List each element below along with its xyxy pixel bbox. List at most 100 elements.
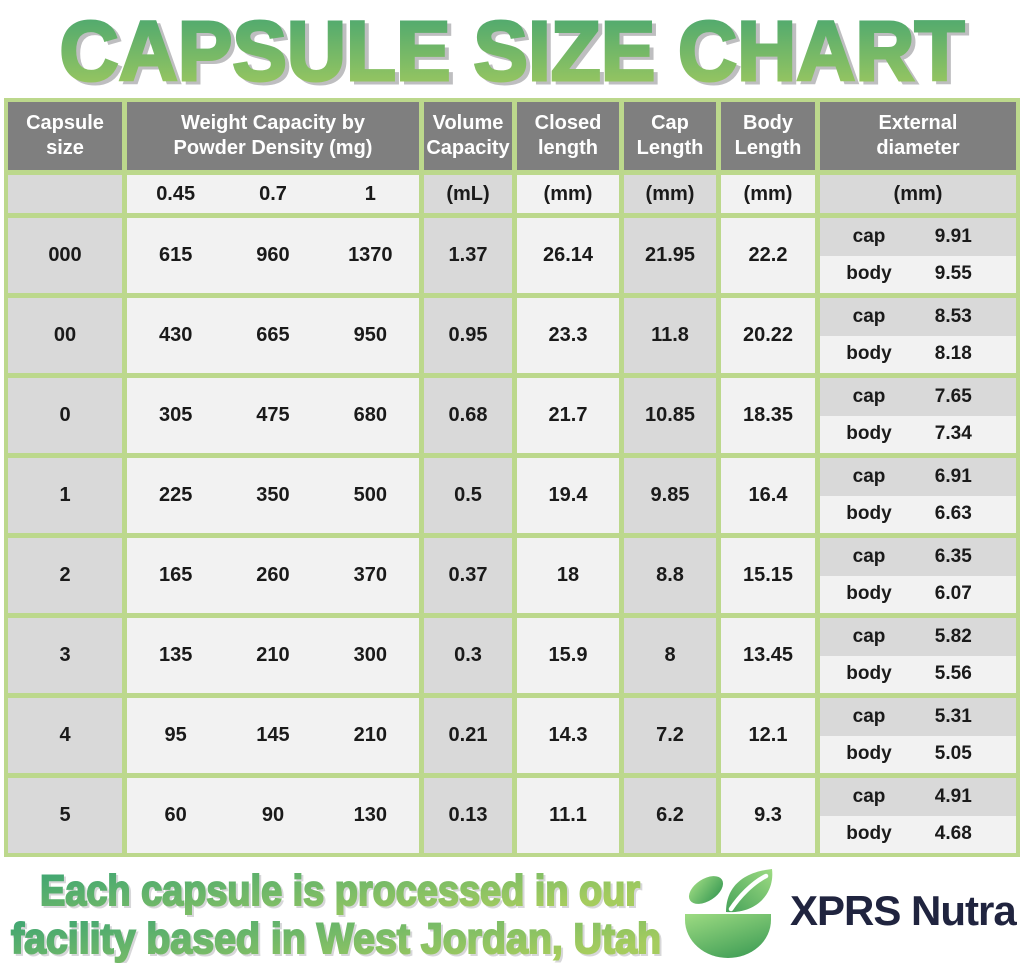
cell-cap-length: 11.8 xyxy=(624,298,716,373)
external-cap-label: cap xyxy=(852,625,886,647)
external-cap-label: cap xyxy=(852,305,886,327)
cell-weight-capacity: 615 960 1370 xyxy=(127,218,419,293)
cell-closed-length: 11.1 xyxy=(517,778,619,853)
units-body-length: (mm) xyxy=(721,175,815,213)
cell-closed-length: 21.7 xyxy=(517,378,619,453)
cell-cap-length: 9.85 xyxy=(624,458,716,533)
weight-value-07: 145 xyxy=(256,724,290,746)
external-cap-row: cap 6.35 xyxy=(820,538,1016,576)
external-body-value: 7.34 xyxy=(934,423,972,445)
cell-weight-capacity: 225 350 500 xyxy=(127,458,419,533)
cell-external-diameter: cap 9.91 body 9.55 xyxy=(820,218,1016,293)
cell-capsule-size: 0 xyxy=(8,378,122,453)
header-cap-line1: Cap xyxy=(651,112,689,134)
cell-external-diameter: cap 6.91 body 6.63 xyxy=(820,458,1016,533)
external-cap-row: cap 5.31 xyxy=(820,698,1016,736)
cell-weight-capacity: 305 475 680 xyxy=(127,378,419,453)
header-volume-line2: Capacity xyxy=(426,137,510,159)
cell-capsule-size: 000 xyxy=(8,218,122,293)
external-cap-row: cap 7.65 xyxy=(820,378,1016,416)
external-body-value: 5.56 xyxy=(934,663,972,685)
external-body-value: 6.63 xyxy=(934,503,972,525)
external-cap-label: cap xyxy=(852,785,886,807)
external-body-label: body xyxy=(846,823,892,845)
external-cap-row: cap 4.91 xyxy=(820,778,1016,816)
weight-value-045: 95 xyxy=(164,724,187,746)
cell-weight-capacity: 165 260 370 xyxy=(127,538,419,613)
external-cap-value: 8.53 xyxy=(934,305,972,327)
header-body-line1: Body xyxy=(743,112,793,134)
header-cap-length: Cap Length xyxy=(624,102,716,170)
units-density-07: 0.7 xyxy=(259,182,287,205)
units-closed-length: (mm) xyxy=(517,175,619,213)
external-body-label: body xyxy=(846,423,892,445)
header-weight-capacity: Weight Capacity by Powder Density (mg) xyxy=(127,102,419,170)
weight-value-045: 305 xyxy=(158,404,193,426)
weight-value-1: 300 xyxy=(353,644,387,666)
cell-weight-capacity: 430 665 950 xyxy=(127,298,419,373)
external-cap-row: cap 8.53 xyxy=(820,298,1016,336)
tagline-line1: Each capsule is processed in our xyxy=(40,867,640,915)
cell-cap-length: 6.2 xyxy=(624,778,716,853)
cell-body-length: 12.1 xyxy=(721,698,815,773)
mortar-leaf-icon xyxy=(685,869,773,958)
cell-closed-length: 15.9 xyxy=(517,618,619,693)
cell-capsule-size: 2 xyxy=(8,538,122,613)
external-body-row: body 5.56 xyxy=(820,655,1016,693)
tagline-line2: facility based in West Jordan, Utah xyxy=(11,915,661,963)
units-cap-length: (mm) xyxy=(624,175,716,213)
external-cap-label: cap xyxy=(852,545,886,567)
external-body-label: body xyxy=(846,583,892,605)
title-text: CAPSULE SIZE CHART xyxy=(60,4,965,96)
cell-cap-length: 7.2 xyxy=(624,698,716,773)
weight-value-07: 210 xyxy=(256,644,290,666)
cell-closed-length: 23.3 xyxy=(517,298,619,373)
cell-volume-capacity: 0.95 xyxy=(424,298,512,373)
external-cap-label: cap xyxy=(852,465,886,487)
cell-cap-length: 21.95 xyxy=(624,218,716,293)
cell-external-diameter: cap 8.53 body 8.18 xyxy=(820,298,1016,373)
external-cap-value: 6.91 xyxy=(934,465,972,487)
external-body-row: body 5.05 xyxy=(820,735,1016,773)
cell-external-diameter: cap 6.35 body 6.07 xyxy=(820,538,1016,613)
header-external-line2: diameter xyxy=(876,137,960,159)
external-cap-label: cap xyxy=(852,385,886,407)
external-cap-value: 7.65 xyxy=(934,385,972,407)
cell-capsule-size: 1 xyxy=(8,458,122,533)
cell-capsule-size: 4 xyxy=(8,698,122,773)
weight-value-045: 135 xyxy=(158,644,193,666)
weight-value-045: 430 xyxy=(158,324,193,346)
external-cap-value: 9.91 xyxy=(934,225,972,247)
cell-closed-length: 18 xyxy=(517,538,619,613)
cell-closed-length: 14.3 xyxy=(517,698,619,773)
weight-value-07: 260 xyxy=(256,564,290,586)
weight-value-1: 680 xyxy=(353,404,387,426)
cell-cap-length: 8 xyxy=(624,618,716,693)
weight-value-1: 210 xyxy=(353,724,387,746)
external-cap-row: cap 5.82 xyxy=(820,618,1016,656)
page-title: CAPSULE SIZE CHART xyxy=(4,0,1020,96)
left-leaf xyxy=(688,876,724,904)
cell-body-length: 18.35 xyxy=(721,378,815,453)
external-body-row: body 7.34 xyxy=(820,415,1016,453)
header-external-line1: External xyxy=(878,112,958,134)
units-external-diameter: (mm) xyxy=(820,175,1016,213)
external-body-row: body 6.63 xyxy=(820,495,1016,533)
header-weight-line2: Powder Density (mg) xyxy=(173,137,373,159)
cell-external-diameter: cap 7.65 body 7.34 xyxy=(820,378,1016,453)
external-body-row: body 4.68 xyxy=(820,815,1016,853)
header-closed-line2: length xyxy=(538,137,598,159)
weight-value-1: 950 xyxy=(353,324,387,346)
cell-capsule-size: 3 xyxy=(8,618,122,693)
cell-capsule-size: 00 xyxy=(8,298,122,373)
cell-body-length: 22.2 xyxy=(721,218,815,293)
footer-tagline: Each capsule is processed in our facilit… xyxy=(10,866,662,963)
weight-value-1: 130 xyxy=(353,804,387,826)
header-cap-line2: Length xyxy=(636,137,704,159)
cell-body-length: 16.4 xyxy=(721,458,815,533)
weight-value-07: 475 xyxy=(256,404,290,426)
weight-value-07: 665 xyxy=(256,324,290,346)
cell-weight-capacity: 60 90 130 xyxy=(127,778,419,853)
units-capsule-size-empty xyxy=(8,175,122,213)
